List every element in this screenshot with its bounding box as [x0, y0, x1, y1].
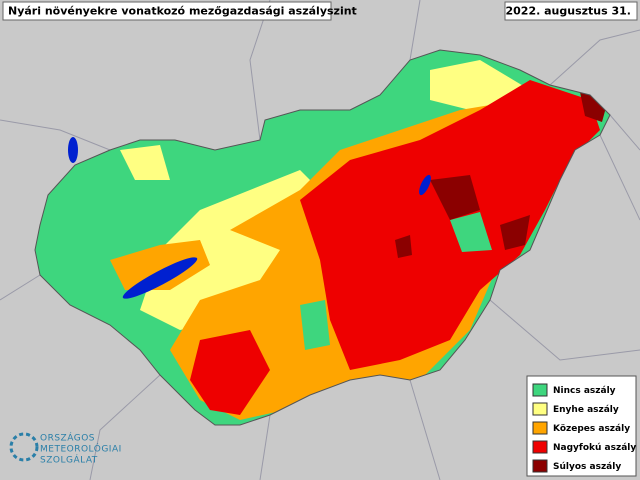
title-box: [2, 1, 332, 21]
legend-label: Súlyos aszály: [553, 462, 621, 472]
legend-label: Nincs aszály: [553, 386, 616, 396]
logo-mark: [9, 432, 39, 462]
logo-line: METEOROLÓGIAI: [40, 443, 122, 455]
lake-balaton: [122, 257, 198, 299]
region: [110, 240, 210, 290]
legend-swatch: [532, 421, 548, 435]
region: [300, 300, 330, 350]
legend-items: Nincs aszály Enyhe aszály Közepes aszály Na…: [532, 383, 636, 473]
logo-line: SZOLGÁLAT: [40, 454, 98, 466]
legend-swatch: [532, 383, 548, 397]
region: [430, 175, 480, 220]
region: [190, 330, 270, 415]
region: [300, 80, 600, 370]
legend-swatch: [532, 440, 548, 454]
logo-line: ORSZÁGOS: [40, 432, 95, 444]
legend-label: Nagyfokú aszály: [553, 443, 636, 453]
title: Nyári növényekre vonatkozó mezőgazdasági…: [8, 5, 357, 18]
legend-swatch: [532, 402, 548, 416]
legend-label: Közepes aszály: [553, 424, 630, 434]
legend-swatch: [532, 459, 548, 473]
region: [120, 145, 170, 180]
date: 2022. augusztus 31.: [506, 5, 632, 18]
legend-label: Enyhe aszály: [553, 405, 619, 415]
lake-neusiedl: [68, 137, 78, 163]
region: [395, 235, 412, 258]
logo: ORSZÁGOS METEOROLÓGIAI SZOLGÁLAT: [9, 432, 122, 466]
region: [500, 215, 530, 250]
lake-tisza: [419, 174, 431, 196]
lakes: [68, 137, 431, 299]
region: [450, 212, 492, 252]
hungary-border: [34, 49, 611, 426]
date-box: [504, 1, 638, 21]
